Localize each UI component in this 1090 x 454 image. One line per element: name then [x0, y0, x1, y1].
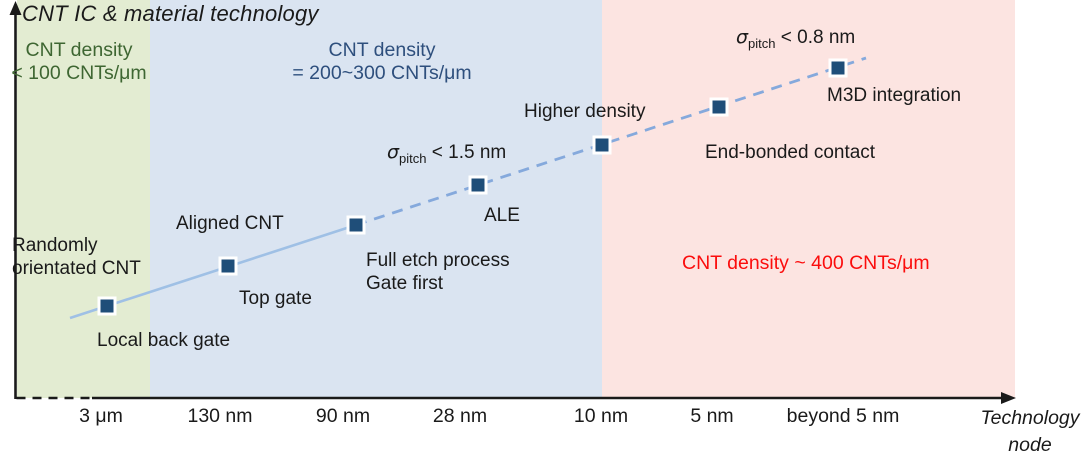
- milestone-sigma-pitch-1-5nm: σpitch < 1.5 nm: [387, 141, 506, 170]
- green-region-label-line2: < 100 CNTs/μm: [11, 62, 147, 84]
- milestone-randomly-line1: Randomly: [12, 235, 98, 256]
- sigma-symbol: σ: [387, 141, 400, 163]
- region-low-density: [17, 0, 150, 398]
- milestone-sigma-pitch-0-8nm: σpitch < 0.8 nm: [736, 26, 855, 55]
- x-tick-5nm: 5 nm: [690, 405, 734, 427]
- milestone-m3d-integration: M3D integration: [827, 85, 962, 106]
- milestone-full-etch-line1: Full etch process: [366, 250, 510, 271]
- milestone-full-etch-line2: Gate first: [366, 273, 444, 294]
- milestone-higher-density: Higher density: [524, 101, 646, 122]
- sigma15-value: < 1.5 nm: [426, 142, 507, 163]
- sigma-symbol: σ: [736, 26, 749, 48]
- x-tick-10nm: 10 nm: [573, 405, 629, 427]
- x-tick-130nm: 130 nm: [187, 405, 253, 427]
- milestone-ale: ALE: [484, 205, 520, 226]
- x-tick-beyond-5nm: beyond 5 nm: [786, 405, 900, 427]
- x-axis-title: Technology node: [970, 405, 1090, 454]
- milestone-local-back-gate: Local back gate: [97, 330, 231, 351]
- x-tick-3um: 3 μm: [79, 405, 123, 427]
- x-tick-28nm: 28 nm: [432, 405, 488, 427]
- region-high-density: [602, 0, 1015, 398]
- x-axis-title-line2: node: [1008, 434, 1052, 454]
- blue-region-label-line2: = 200~300 CNTs/μm: [292, 62, 472, 84]
- pink-region-label: CNT density ~ 400 CNTs/μm: [682, 252, 930, 274]
- milestone-top-gate: Top gate: [239, 288, 312, 309]
- green-region-label-line1: CNT density: [25, 39, 133, 61]
- milestone-aligned-cnt: Aligned CNT: [176, 213, 284, 234]
- figure-title: CNT IC & material technology: [22, 1, 319, 26]
- x-tick-90nm: 90 nm: [315, 405, 371, 427]
- sigma08-value: < 0.8 nm: [775, 27, 856, 48]
- green-region-label: CNT density < 100 CNTs/μm: [11, 39, 146, 85]
- milestone-randomly-line2: orientated CNT: [12, 258, 141, 279]
- x-axis-title-line1: Technology: [980, 407, 1080, 429]
- sigma-subscript: pitch: [748, 35, 776, 51]
- blue-region-label-line1: CNT density: [328, 39, 436, 61]
- milestone-full-etch-process: Full etch process Gate first: [366, 249, 510, 295]
- milestone-end-bonded-contact: End-bonded contact: [705, 142, 876, 163]
- milestone-randomly-orientated-cnt: Randomly orientated CNT: [12, 234, 141, 280]
- blue-region-label: CNT density = 200~300 CNTs/μm: [292, 39, 471, 85]
- sigma-subscript: pitch: [399, 150, 427, 166]
